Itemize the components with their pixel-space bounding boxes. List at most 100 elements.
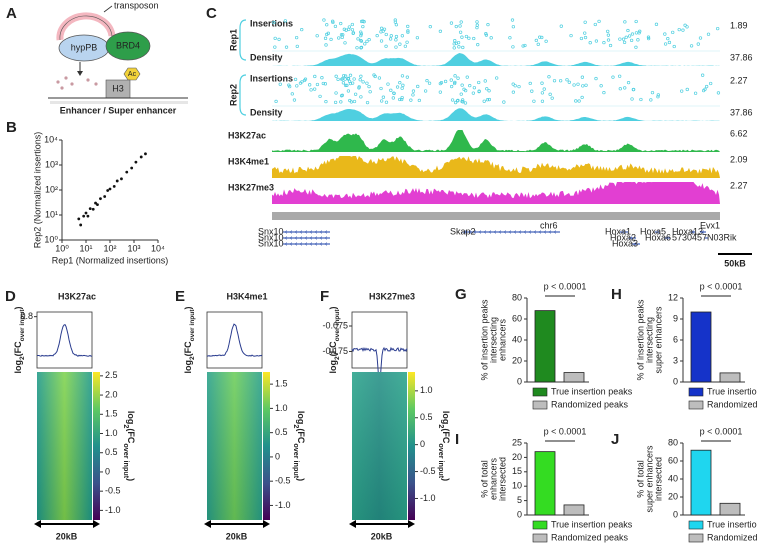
arrow-head: [349, 520, 415, 528]
insertion: [362, 20, 366, 24]
gene-label: Skap2: [450, 226, 476, 236]
heatmap-title: H3K4me1: [226, 291, 267, 301]
legend-label: Randomized peaks: [551, 532, 629, 542]
colorbar-tick-label: -0.5: [420, 466, 436, 476]
gene-label: Hoxa13: [672, 226, 703, 236]
insertion: [406, 30, 410, 34]
point: [120, 177, 123, 181]
legend-swatch: [688, 400, 704, 410]
insertion: [417, 98, 421, 103]
insertion: [536, 42, 540, 46]
chromosome: chr6: [540, 220, 558, 230]
insertion: [386, 82, 390, 86]
gene-strand: [309, 236, 313, 240]
insertion: [359, 95, 363, 99]
gene-strand: [304, 236, 308, 240]
insertion: [394, 23, 399, 27]
scale-label: 50kB: [724, 258, 746, 268]
legend-swatch: [688, 520, 704, 530]
axis-label: log2(FCover input): [183, 306, 196, 373]
panel-label: H: [611, 286, 622, 303]
gene-strand: [304, 230, 308, 234]
arrow-head: [204, 520, 270, 528]
insertion: [350, 28, 355, 32]
insertion: [646, 35, 651, 39]
insertion: [398, 81, 402, 85]
insertion: [618, 87, 622, 91]
insertion: [513, 84, 517, 88]
insertion: [343, 77, 347, 81]
insertion: [406, 29, 410, 33]
insertion: [323, 36, 328, 40]
insertion: [624, 35, 628, 39]
legend-swatch: [688, 387, 704, 397]
insertion: [428, 25, 432, 29]
y-tick-label: 0: [517, 509, 522, 519]
insertion: [406, 24, 410, 29]
axis-label-part: (FC: [296, 428, 306, 443]
colorbar-tick-label: 1.0: [275, 403, 288, 413]
panel-label: J: [611, 431, 619, 448]
insertion: [472, 86, 477, 90]
ac-mark: [123, 67, 141, 81]
gene-strand: [284, 242, 288, 246]
gene-strand: [284, 236, 288, 240]
gene-strand: [498, 230, 502, 234]
insertion: [427, 81, 432, 85]
insertion: [544, 39, 548, 43]
gene-strand: [503, 230, 507, 234]
insertion: [716, 26, 720, 31]
y-tick-label: 20: [512, 355, 522, 365]
insertion: [532, 99, 536, 103]
gene-strand: [553, 230, 557, 234]
insertion: [348, 73, 353, 77]
y-tick-label: 20: [668, 491, 678, 501]
gene-strand: [473, 230, 477, 234]
insertion: [313, 87, 317, 91]
y-tick-label: 60: [512, 313, 522, 323]
insertion: [331, 19, 335, 23]
insertion: [632, 87, 636, 92]
insertion: [574, 99, 578, 103]
insertion: [405, 40, 409, 44]
gene-strand: [309, 230, 313, 234]
arrow-head: [34, 520, 100, 528]
insertion: [392, 91, 396, 95]
y-tick-label: 10¹: [45, 209, 58, 219]
x-tick-label: 10⁰: [55, 243, 69, 253]
point: [96, 203, 99, 207]
insertion: [363, 42, 367, 46]
track-label: Insertions: [250, 73, 293, 83]
gene-strand: [294, 230, 298, 234]
axis-label-part: 2: [437, 424, 446, 428]
gene-strand: [309, 242, 313, 246]
insertion: [477, 89, 481, 93]
panel-label: I: [455, 431, 459, 448]
insertion: [663, 42, 668, 46]
point: [125, 170, 129, 174]
pointer: [103, 5, 113, 13]
insertion: [611, 75, 615, 79]
axis-label-part: log: [328, 360, 338, 374]
track-max: 2.09: [730, 154, 748, 164]
y-tick-label: 0.8: [20, 311, 33, 321]
insertion: [388, 37, 393, 41]
insertion: [395, 85, 400, 89]
insertion: [622, 40, 627, 45]
gene-strand: [538, 230, 542, 234]
insertion: [333, 100, 338, 104]
legend-label: Randomized peaks: [707, 399, 757, 409]
insertion: [685, 87, 689, 92]
insertions: [272, 18, 720, 50]
x-tick-label: 10⁴: [151, 243, 165, 253]
insertion: [400, 74, 405, 78]
point: [91, 207, 95, 211]
heatmap-shade: [37, 372, 92, 520]
mark-label: Ac: [128, 71, 137, 78]
annotation: p < 0.0001: [700, 426, 743, 436]
insertion: [487, 89, 491, 93]
insertion: [452, 46, 456, 50]
insertion: [325, 23, 329, 27]
caption: Enhancer / Super enhancer: [60, 105, 177, 115]
legend-label: True insertion peaks: [707, 519, 757, 529]
